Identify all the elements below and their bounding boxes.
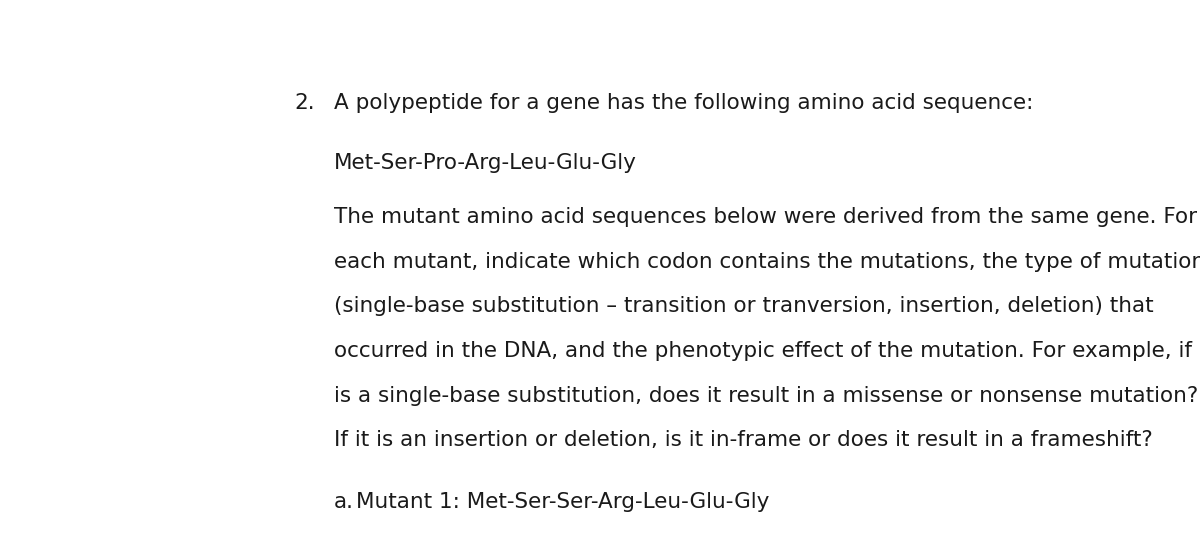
Text: Mutant 1: Met-Ser-Ser-Arg-Leu-Glu-Gly: Mutant 1: Met-Ser-Ser-Arg-Leu-Glu-Gly xyxy=(356,491,770,512)
Text: occurred in the DNA, and the phenotypic effect of the mutation. For example, if : occurred in the DNA, and the phenotypic … xyxy=(334,341,1200,361)
Text: a.: a. xyxy=(334,491,354,512)
Text: The mutant amino acid sequences below were derived from the same gene. For: The mutant amino acid sequences below we… xyxy=(334,207,1198,227)
Text: each mutant, indicate which codon contains the mutations, the type of mutation: each mutant, indicate which codon contai… xyxy=(334,252,1200,272)
Text: If it is an insertion or deletion, is it in-frame or does it result in a framesh: If it is an insertion or deletion, is it… xyxy=(334,430,1153,451)
Text: (single-base substitution – transition or tranversion, insertion, deletion) that: (single-base substitution – transition o… xyxy=(334,296,1153,316)
Text: 2.: 2. xyxy=(294,93,314,113)
Text: Met-Ser-Pro-Arg-Leu-Glu-Gly: Met-Ser-Pro-Arg-Leu-Glu-Gly xyxy=(334,154,637,173)
Text: A polypeptide for a gene has the following amino acid sequence:: A polypeptide for a gene has the followi… xyxy=(334,93,1033,113)
Text: is a single-base substitution, does it result in a missense or nonsense mutation: is a single-base substitution, does it r… xyxy=(334,386,1199,406)
